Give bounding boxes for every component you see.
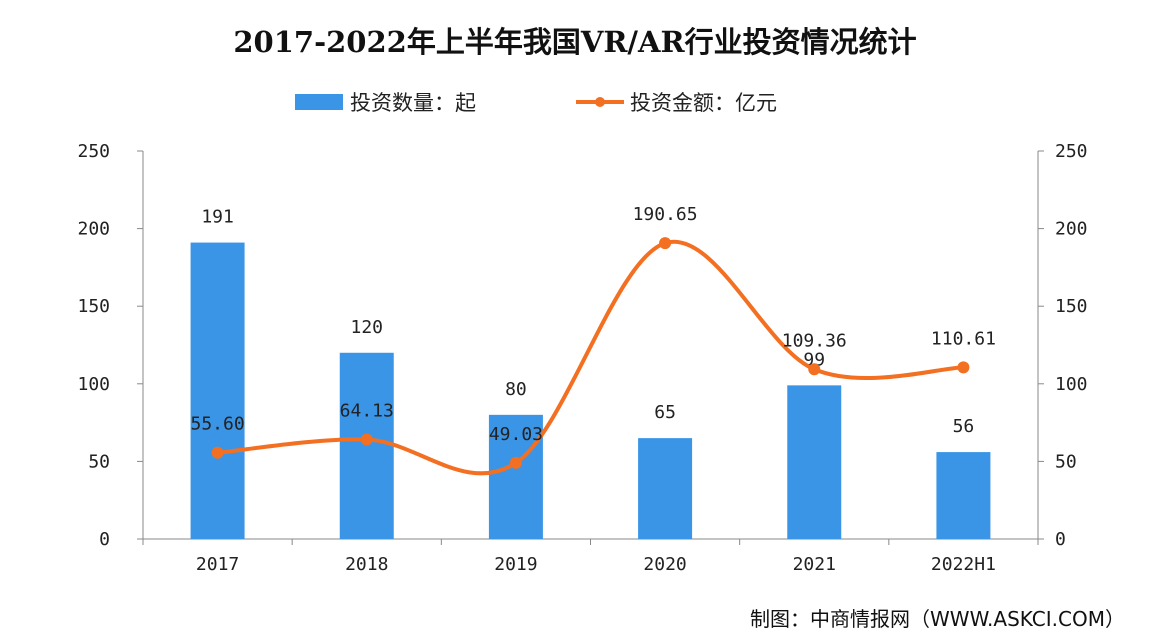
x-tick-label: 2020 xyxy=(643,554,686,575)
y-left-tick-label: 0 xyxy=(99,529,110,550)
y-right-tick-label: 50 xyxy=(1055,451,1077,472)
source-note: 制图：中商情报网（WWW.ASKCI.COM） xyxy=(750,607,1125,631)
line-data-label: 110.61 xyxy=(931,328,996,349)
line-data-label: 55.60 xyxy=(190,414,244,435)
y-right-tick-label: 150 xyxy=(1055,296,1088,317)
bar xyxy=(190,242,245,539)
legend-line-label: 投资金额：亿元 xyxy=(630,91,777,115)
legend-bar-label: 投资数量：起 xyxy=(350,91,476,115)
bar-data-label: 191 xyxy=(201,207,234,228)
series-line xyxy=(217,239,964,476)
y-left-tick-label: 250 xyxy=(77,141,110,162)
legend: 投资数量：起 投资金额：亿元 xyxy=(295,91,777,115)
x-tick-label: 2021 xyxy=(793,554,836,575)
line-point xyxy=(957,361,970,374)
y-right-tick-label: 0 xyxy=(1055,529,1066,550)
bar-data-label: 80 xyxy=(505,379,527,400)
line-data-label: 49.03 xyxy=(489,424,543,445)
legend-line-marker xyxy=(595,97,605,107)
line-data-label: 109.36 xyxy=(782,330,847,351)
bar-data-label: 120 xyxy=(350,317,383,338)
bar-data-label: 56 xyxy=(953,416,975,437)
x-tick-label: 2019 xyxy=(494,554,537,575)
line-point xyxy=(211,446,224,459)
bar xyxy=(787,385,842,539)
y-left-tick-label: 150 xyxy=(77,296,110,317)
bar xyxy=(936,452,991,539)
line-point xyxy=(808,363,821,376)
y-right-tick-label: 100 xyxy=(1055,374,1088,395)
x-tick-label: 2022H1 xyxy=(931,554,996,575)
bar xyxy=(488,414,543,539)
line-point xyxy=(360,433,373,446)
legend-bar-swatch xyxy=(295,94,343,110)
y-right-tick-label: 250 xyxy=(1055,141,1088,162)
bar-data-label: 65 xyxy=(654,402,676,423)
chart-title: 2017-2022年上半年我国VR/AR行业投资情况统计 xyxy=(233,25,916,59)
y-left-tick-label: 200 xyxy=(77,219,110,240)
x-tick-label: 2018 xyxy=(345,554,388,575)
y-left-tick-label: 50 xyxy=(88,451,110,472)
y-left-tick-label: 100 xyxy=(77,374,110,395)
bar xyxy=(339,352,394,539)
bar xyxy=(638,438,693,539)
line-point xyxy=(659,237,672,250)
line-data-label: 190.65 xyxy=(633,204,698,225)
line-point xyxy=(509,456,522,469)
y-right-tick-label: 200 xyxy=(1055,219,1088,240)
x-tick-label: 2017 xyxy=(196,554,239,575)
line-data-label: 64.13 xyxy=(340,400,394,421)
